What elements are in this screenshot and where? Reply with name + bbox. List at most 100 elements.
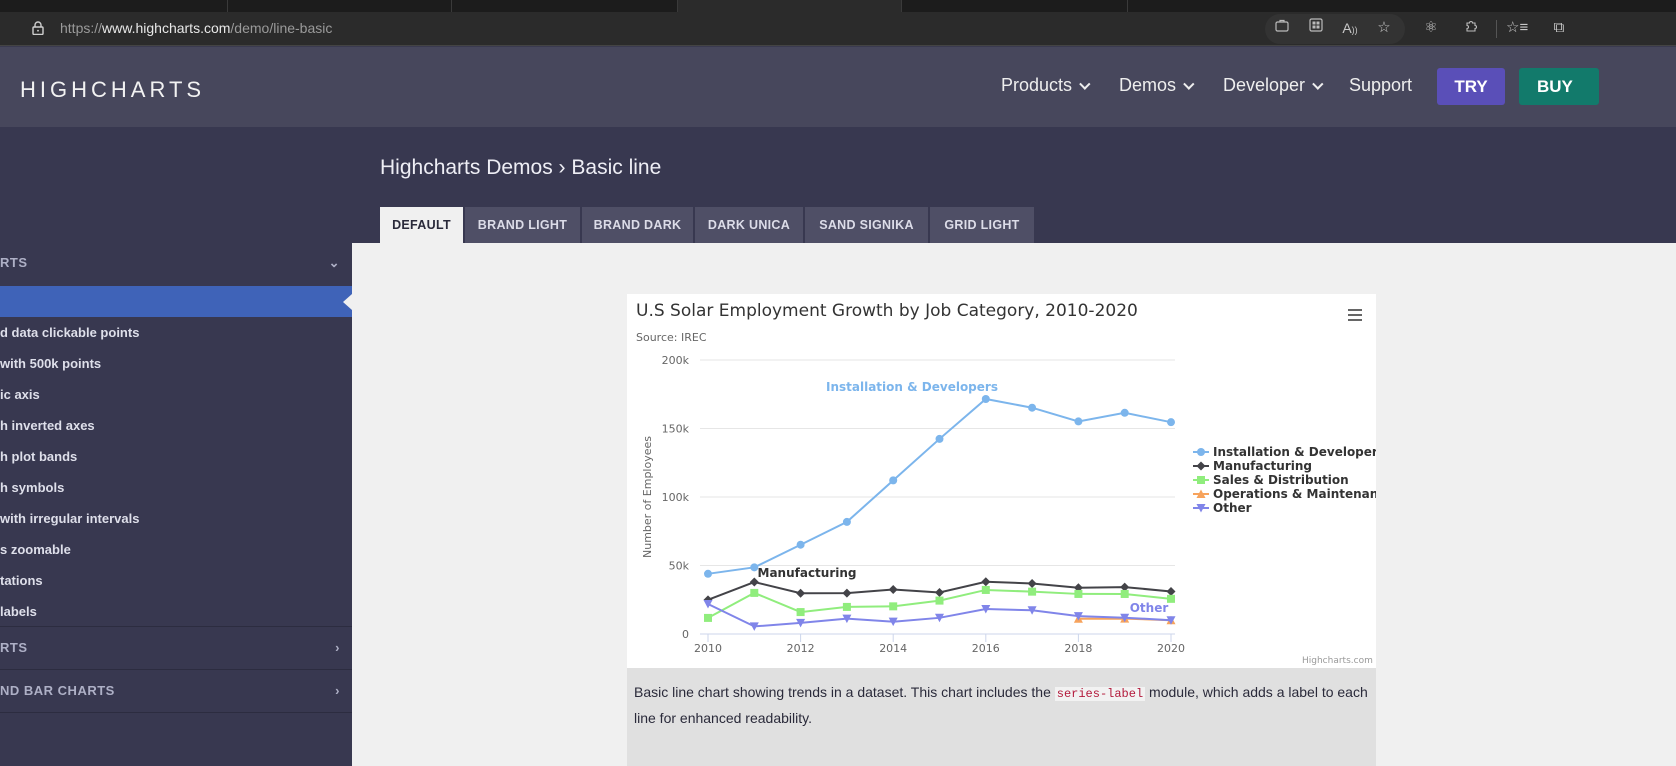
- chevron-down-icon: [1079, 78, 1091, 90]
- svg-text:2016: 2016: [972, 642, 1000, 655]
- sidebar-item-label: ic axis: [0, 387, 40, 402]
- nav-products[interactable]: Products: [1001, 75, 1091, 96]
- nav-support[interactable]: Support: [1349, 75, 1412, 96]
- tab-sand-signika[interactable]: SAND SIGNIKA: [805, 207, 928, 243]
- read-aloud-icon[interactable]: A)): [1342, 20, 1358, 36]
- nav-developer[interactable]: Developer: [1223, 75, 1324, 96]
- series-installation-developers[interactable]: [704, 394, 1175, 578]
- chart-menu-icon[interactable]: [1348, 309, 1362, 321]
- highcharts-logo[interactable]: HIGHCHARTS: [20, 77, 206, 102]
- sidebar-item-label: with 500k points: [0, 356, 102, 371]
- description-text: Basic line chart showing trends in a dat…: [634, 684, 1055, 700]
- app-grid-icon[interactable]: [1305, 17, 1327, 39]
- browser-tab-strip: [0, 0, 1676, 12]
- browser-tab[interactable]: [0, 0, 228, 12]
- chart-credits[interactable]: Highcharts.com: [1302, 656, 1373, 666]
- nav-demos[interactable]: Demos: [1119, 75, 1195, 96]
- nav-developer-label: Developer: [1223, 75, 1306, 95]
- x-axis-ticks: 2010 2012 2014 2016 2018 2020: [694, 634, 1185, 655]
- chart-series[interactable]: [703, 394, 1176, 631]
- browser-tab[interactable]: [228, 0, 452, 12]
- series-other[interactable]: [703, 599, 1176, 631]
- atom-icon[interactable]: ⚛: [1424, 19, 1438, 36]
- chevron-down-icon: [1183, 78, 1195, 90]
- lock-icon[interactable]: [32, 21, 44, 35]
- svg-text:0: 0: [682, 628, 689, 641]
- series-sales-distribution[interactable]: [704, 585, 1175, 622]
- url-field[interactable]: https://www.highcharts.com/demo/line-bas…: [60, 20, 332, 36]
- sidebar-item-label: with irregular intervals: [0, 511, 140, 526]
- sidebar-item[interactable]: d data clickable points: [0, 317, 352, 348]
- sidebar-item-label: labels: [0, 604, 37, 619]
- add-favorite-icon[interactable]: ☆: [1377, 19, 1391, 36]
- browser-tab-active[interactable]: [678, 0, 902, 12]
- svg-text:200k: 200k: [662, 354, 690, 367]
- favorites-icon[interactable]: ☆≡: [1506, 19, 1529, 36]
- svg-text:Operations & Maintenance: Operations & Maintenance: [1213, 487, 1376, 501]
- svg-text:2020: 2020: [1157, 642, 1185, 655]
- main-content: Highcharts Demos › Basic line DEFAULT BR…: [352, 127, 1676, 766]
- legend-item[interactable]: Sales & Distribution: [1193, 473, 1349, 487]
- y-axis-ticks: 0 50k 100k 150k 200k: [662, 354, 690, 641]
- chevron-right-icon: ›: [335, 683, 340, 698]
- svg-text:100k: 100k: [662, 491, 690, 504]
- svg-text:Manufacturing: Manufacturing: [1213, 459, 1312, 473]
- description-code: series-label: [1054, 687, 1146, 701]
- sidebar-section[interactable]: RTS ›: [0, 627, 352, 669]
- sidebar-item[interactable]: h plot bands: [0, 441, 352, 472]
- collections-icon[interactable]: ⧉: [1553, 19, 1565, 36]
- sidebar-item[interactable]: with irregular intervals: [0, 503, 352, 534]
- sidebar-section-label: ND BAR CHARTS: [0, 683, 115, 698]
- sidebar-item[interactable]: h symbols: [0, 472, 352, 503]
- sidebar-section-column-bar[interactable]: ND BAR CHARTS ›: [0, 670, 352, 712]
- chevron-right-icon: ›: [335, 640, 340, 655]
- sidebar-item-label: s zoomable: [0, 542, 71, 557]
- chart-subtitle: Source: IREC: [636, 331, 707, 344]
- legend-item[interactable]: Manufacturing: [1193, 459, 1312, 473]
- chart-title: U.S Solar Employment Growth by Job Categ…: [636, 301, 1138, 321]
- sidebar-divider: [0, 626, 352, 627]
- toolbar-divider: [1496, 20, 1497, 38]
- line-chart[interactable]: 0 50k 100k 150k 200k 2010 2012 2014 2016 2018 202…: [627, 294, 1376, 668]
- chart-legend[interactable]: Installation & DevelopersManufacturingSa…: [1193, 445, 1376, 515]
- extensions-icon[interactable]: [1461, 17, 1483, 39]
- sidebar-item[interactable]: h inverted axes: [0, 410, 352, 441]
- chart-description: Basic line chart showing trends in a dat…: [627, 668, 1376, 766]
- sidebar-item[interactable]: tations: [0, 565, 352, 596]
- browser-tab[interactable]: [902, 0, 1128, 12]
- page-title: Highcharts Demos › Basic line: [380, 156, 662, 179]
- legend-item[interactable]: Other: [1193, 501, 1252, 515]
- svg-text:Installation & Developers: Installation & Developers: [826, 380, 998, 394]
- sidebar-item[interactable]: with 500k points: [0, 348, 352, 379]
- tab-brand-dark[interactable]: BRAND DARK: [582, 207, 693, 243]
- tab-grid-light[interactable]: GRID LIGHT: [930, 207, 1034, 243]
- briefcase-icon[interactable]: [1271, 17, 1293, 39]
- sidebar-item[interactable]: s zoomable: [0, 534, 352, 565]
- sidebar-section-line-charts[interactable]: RTS ⌄: [0, 242, 352, 284]
- sidebar-item-label: h inverted axes: [0, 418, 95, 433]
- url-host: www.highcharts.com: [102, 20, 231, 36]
- series-manufacturing[interactable]: [703, 577, 1176, 605]
- chevron-down-icon: ⌄: [328, 255, 340, 270]
- try-button[interactable]: TRY: [1437, 68, 1505, 105]
- sidebar-item[interactable]: labels: [0, 596, 352, 627]
- browser-tab[interactable]: [452, 0, 678, 12]
- sidebar-item[interactable]: ic axis: [0, 379, 352, 410]
- tab-default[interactable]: DEFAULT: [380, 207, 463, 243]
- svg-text:2010: 2010: [694, 642, 722, 655]
- svg-text:Other: Other: [1130, 601, 1169, 615]
- sidebar-divider: [0, 712, 352, 713]
- tab-brand-light[interactable]: BRAND LIGHT: [465, 207, 580, 243]
- svg-text:50k: 50k: [669, 560, 690, 573]
- sidebar-item-basic-line[interactable]: [0, 286, 352, 317]
- nav-support-label: Support: [1349, 75, 1413, 95]
- legend-item[interactable]: Operations & Maintenance: [1193, 487, 1376, 501]
- description-text: module, which adds a label to each line …: [634, 684, 1368, 726]
- nav-demos-label: Demos: [1119, 75, 1177, 95]
- sidebar-item-label: d data clickable points: [0, 325, 140, 340]
- sidebar-item-label: h plot bands: [0, 449, 78, 464]
- demo-sidebar: RTS ⌄ d data clickable points with 500k …: [0, 127, 352, 766]
- buy-button[interactable]: BUY: [1519, 68, 1599, 105]
- tab-dark-unica[interactable]: DARK UNICA: [695, 207, 803, 243]
- legend-item[interactable]: Installation & Developers: [1193, 445, 1376, 459]
